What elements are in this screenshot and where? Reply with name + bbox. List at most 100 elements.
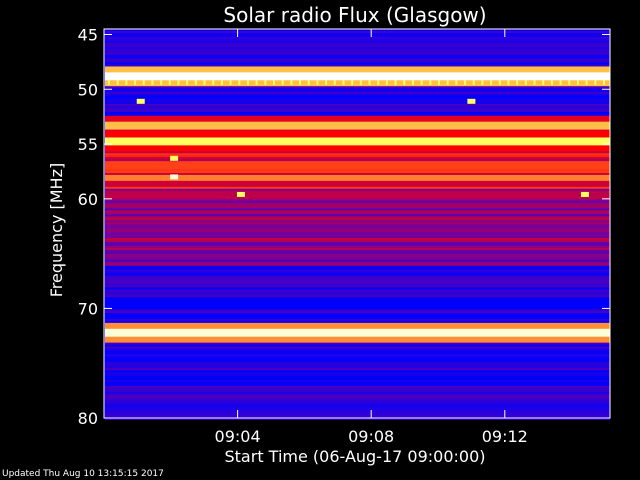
heatmap-band xyxy=(105,125,610,129)
heatmap-band xyxy=(105,88,610,91)
heatmap-dot xyxy=(576,79,579,85)
y-tick-label: 80 xyxy=(78,409,98,428)
heatmap-band xyxy=(105,46,610,50)
heatmap-dot xyxy=(498,79,501,85)
heatmap-band xyxy=(105,200,610,203)
burst-mark xyxy=(170,174,179,180)
heatmap-band xyxy=(105,206,610,209)
heatmap-band xyxy=(105,127,610,130)
heatmap-band xyxy=(105,226,610,229)
heatmap-dot xyxy=(602,79,605,85)
heatmap-band xyxy=(105,50,610,54)
heatmap-band xyxy=(105,261,610,265)
heatmap-band xyxy=(105,56,610,59)
heatmap-band xyxy=(105,62,610,65)
heatmap-band xyxy=(105,171,610,174)
heatmap-band xyxy=(105,240,610,243)
heatmap-band xyxy=(105,216,610,219)
heatmap-band xyxy=(105,362,610,365)
heatmap-band xyxy=(105,253,610,257)
heatmap-dot xyxy=(559,79,562,85)
heatmap-dot xyxy=(316,79,319,85)
heatmap-dot xyxy=(403,79,406,85)
heatmap-band xyxy=(105,358,610,361)
heatmap-dot xyxy=(255,79,258,85)
heatmap-band xyxy=(105,391,610,395)
y-tick-label: 50 xyxy=(78,80,98,99)
heatmap-dot xyxy=(481,79,484,85)
heatmap-dot xyxy=(490,79,493,85)
heatmap-dot xyxy=(568,79,571,85)
heatmap-band xyxy=(105,247,610,251)
heatmap-band xyxy=(105,36,610,40)
heatmap-band xyxy=(105,131,610,134)
heatmap-band xyxy=(105,80,610,83)
heatmap-band xyxy=(105,208,610,211)
heatmap-dot xyxy=(446,79,449,85)
heatmap-band xyxy=(105,309,610,312)
heatmap-band xyxy=(105,395,610,399)
burst-mark xyxy=(170,155,179,161)
heatmap-band xyxy=(105,137,610,140)
burst-mark xyxy=(467,98,476,104)
heatmap-band xyxy=(105,243,610,247)
heatmap-band xyxy=(105,346,610,349)
heatmap-band xyxy=(105,52,610,56)
heatmap-band xyxy=(105,283,610,286)
heatmap-band xyxy=(105,354,610,357)
heatmap-band xyxy=(105,364,610,367)
heatmap-band xyxy=(105,230,610,233)
heatmap-band xyxy=(105,113,610,117)
heatmap-band xyxy=(105,135,610,138)
heatmap-band xyxy=(105,38,610,42)
heatmap-band xyxy=(105,340,610,344)
heatmap-band xyxy=(105,409,610,413)
heatmap-band xyxy=(105,236,610,239)
heatmap-band xyxy=(105,218,610,221)
x-axis: 09:04 09:08 09:12 xyxy=(215,29,528,446)
heatmap-dot xyxy=(455,79,458,85)
heatmap-band xyxy=(105,178,610,182)
heatmap-band xyxy=(105,101,610,105)
heatmap-band xyxy=(105,334,610,338)
chart-title: Solar radio Flux (Glasgow) xyxy=(223,3,486,27)
heatmap-band xyxy=(105,386,610,389)
heatmap-band xyxy=(105,182,610,186)
heatmap-band xyxy=(105,328,610,332)
heatmap-band xyxy=(105,78,610,81)
heatmap-band xyxy=(105,180,610,184)
heatmap-band xyxy=(105,228,610,231)
heatmap-band xyxy=(105,313,610,316)
heatmap-dot xyxy=(464,79,467,85)
heatmap-band xyxy=(105,291,610,294)
heatmap-band xyxy=(105,384,610,387)
heatmap-dot xyxy=(516,79,519,85)
heatmap-band xyxy=(105,360,610,363)
heatmap-band xyxy=(105,121,610,125)
heatmap-band xyxy=(105,186,610,190)
heatmap-band xyxy=(105,374,610,377)
heatmap-dot xyxy=(533,79,536,85)
heatmap-band xyxy=(105,151,610,154)
heatmap-band xyxy=(105,72,610,75)
heatmap-dot xyxy=(594,79,597,85)
burst-mark xyxy=(236,191,245,197)
heatmap-band xyxy=(105,133,610,136)
heatmap-dot xyxy=(307,79,310,85)
heatmap-dot xyxy=(290,79,293,85)
heatmap-dot xyxy=(186,79,189,85)
heatmap-band xyxy=(105,281,610,284)
y-tick-label: 60 xyxy=(78,190,98,209)
heatmap-band xyxy=(105,301,610,304)
heatmap-band xyxy=(105,305,610,308)
heatmap-band xyxy=(105,29,610,32)
y-tick-label: 45 xyxy=(78,25,98,44)
heatmap-band xyxy=(105,318,610,322)
heatmap-band xyxy=(105,119,610,123)
heatmap-band xyxy=(105,299,610,302)
heatmap-band xyxy=(105,190,610,194)
heatmap-band xyxy=(105,92,610,95)
heatmap-band xyxy=(105,188,610,192)
heatmap-band xyxy=(105,238,610,241)
